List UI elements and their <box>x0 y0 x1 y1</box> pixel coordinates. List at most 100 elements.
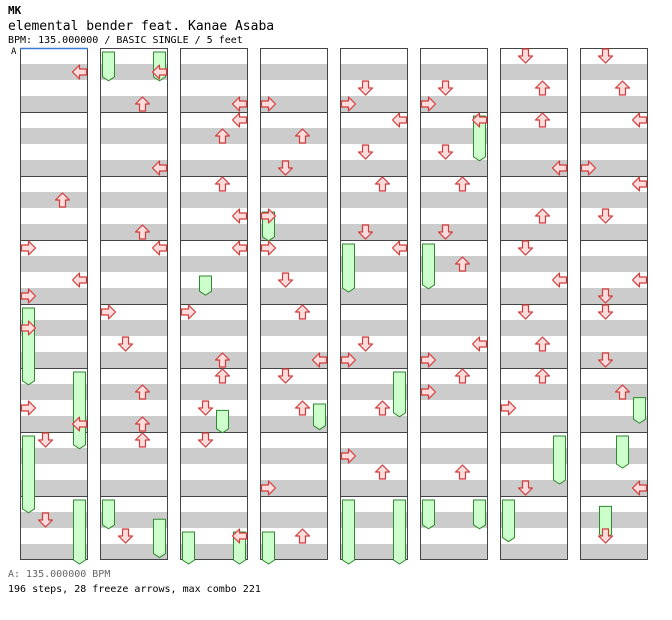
beat-stripe <box>20 160 88 176</box>
down-arrow <box>197 400 214 416</box>
beat-stripe <box>500 192 568 208</box>
left-arrow <box>420 96 437 112</box>
beat-stripe <box>100 544 168 560</box>
beat-stripe <box>580 160 648 176</box>
beat-stripe <box>20 544 88 560</box>
beat-stripe <box>340 256 408 272</box>
down-arrow <box>357 80 374 96</box>
beat-stripe <box>420 320 488 336</box>
beat-stripe <box>20 96 88 112</box>
right-arrow <box>551 160 568 176</box>
up-arrow <box>214 368 231 384</box>
beat-stripe <box>100 448 168 464</box>
beat-stripe <box>260 416 328 432</box>
beat-stripe <box>340 224 408 240</box>
freeze-arrow <box>153 518 166 559</box>
beat-stripe <box>340 160 408 176</box>
down-arrow <box>357 144 374 160</box>
down-arrow <box>437 144 454 160</box>
beat-stripe <box>340 320 408 336</box>
down-arrow <box>517 480 534 496</box>
column-border <box>180 48 248 560</box>
left-arrow <box>340 96 357 112</box>
freeze-arrow <box>502 499 515 543</box>
beat-stripe <box>100 256 168 272</box>
beat-stripe <box>180 192 248 208</box>
beat-stripe <box>100 320 168 336</box>
bpm-marker-label: A <box>11 47 17 57</box>
down-arrow <box>37 512 54 528</box>
down-arrow <box>597 304 614 320</box>
freeze-arrow <box>73 371 86 450</box>
down-arrow <box>277 368 294 384</box>
beat-stripe <box>180 128 248 144</box>
beat-stripe <box>340 480 408 496</box>
up-arrow <box>374 400 391 416</box>
up-arrow <box>454 176 471 192</box>
beat-stripe <box>20 384 88 400</box>
left-arrow <box>260 208 277 224</box>
beat-stripe <box>260 320 328 336</box>
beat-stripe <box>580 224 648 240</box>
beat-stripe <box>260 512 328 528</box>
column-border <box>500 48 568 560</box>
freeze-arrow <box>553 435 566 485</box>
beat-stripe <box>20 512 88 528</box>
right-arrow <box>631 272 648 288</box>
chart-column <box>580 48 648 560</box>
beat-stripe <box>100 288 168 304</box>
beat-stripe <box>20 352 88 368</box>
beat-stripe <box>260 544 328 560</box>
beat-stripe <box>340 96 408 112</box>
up-arrow <box>454 464 471 480</box>
beat-stripe <box>20 480 88 496</box>
up-arrow <box>294 304 311 320</box>
up-arrow <box>134 432 151 448</box>
beat-stripe <box>100 384 168 400</box>
beat-stripe <box>500 544 568 560</box>
beat-stripe <box>580 480 648 496</box>
beat-stripe <box>20 192 88 208</box>
right-arrow <box>71 272 88 288</box>
beat-stripe <box>500 512 568 528</box>
freeze-arrow <box>182 531 195 565</box>
beat-stripe <box>260 224 328 240</box>
beat-stripe <box>580 288 648 304</box>
beat-stripe <box>420 384 488 400</box>
beat-stripe <box>260 256 328 272</box>
beat-stripe <box>260 192 328 208</box>
freeze-arrow <box>262 531 275 565</box>
beat-stripe <box>580 448 648 464</box>
beat-stripe <box>20 448 88 464</box>
beat-stripe <box>100 96 168 112</box>
left-arrow <box>420 384 437 400</box>
beat-stripe <box>420 224 488 240</box>
freeze-arrow <box>22 435 35 514</box>
beat-stripe <box>420 544 488 560</box>
right-arrow <box>71 64 88 80</box>
beat-stripe <box>20 64 88 80</box>
freeze-arrow <box>473 115 486 162</box>
right-arrow <box>471 112 488 128</box>
right-arrow <box>151 64 168 80</box>
site-logo: MK <box>8 4 22 17</box>
chart-info: BPM: 135.000000 / BASIC SINGLE / 5 feet <box>8 35 243 46</box>
beat-stripe <box>420 448 488 464</box>
beat-stripe <box>420 416 488 432</box>
right-arrow <box>391 112 408 128</box>
freeze-arrow <box>216 409 229 434</box>
beat-stripe <box>500 416 568 432</box>
down-arrow <box>357 224 374 240</box>
beat-stripe <box>580 384 648 400</box>
down-arrow <box>197 432 214 448</box>
right-arrow <box>151 160 168 176</box>
beat-stripe <box>100 64 168 80</box>
beat-stripe <box>180 160 248 176</box>
left-arrow <box>260 96 277 112</box>
down-arrow <box>357 336 374 352</box>
beat-stripe <box>340 512 408 528</box>
beat-stripe <box>20 416 88 432</box>
freeze-arrow <box>422 499 435 530</box>
left-arrow <box>340 448 357 464</box>
beat-stripe <box>340 192 408 208</box>
